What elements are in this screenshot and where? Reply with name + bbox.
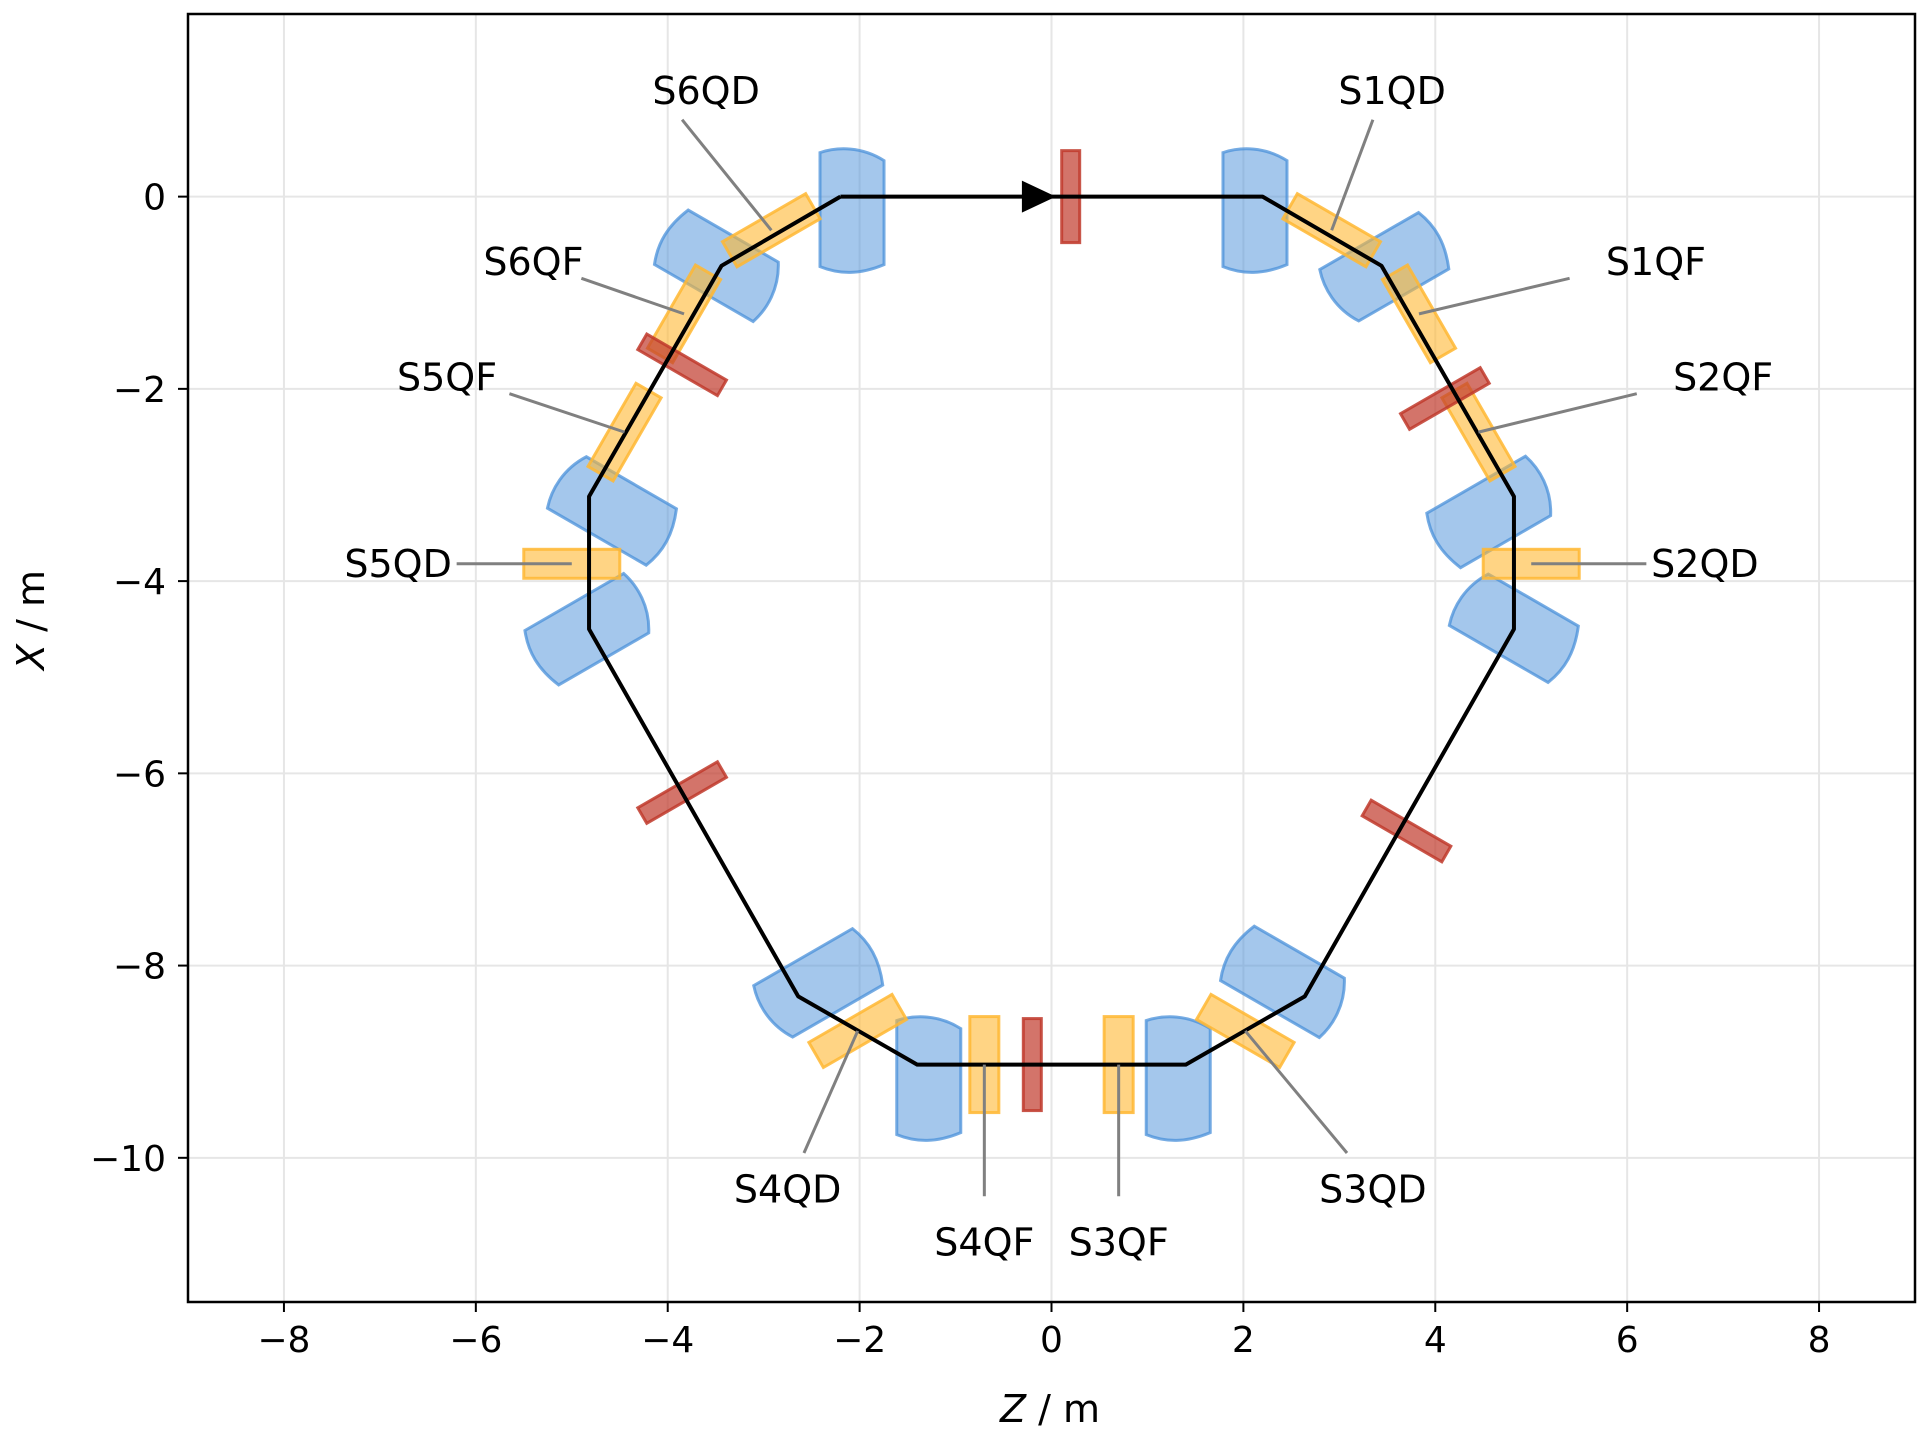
label-leader-line (1478, 392, 1638, 434)
label-leader-line (1418, 276, 1570, 316)
label-leader-line (1244, 1029, 1349, 1154)
x-tick-label: 8 (1808, 1320, 1831, 1361)
dipole-magnet (1425, 454, 1553, 570)
magnet-label: S2QD (1651, 542, 1758, 586)
y-tick-label: −6 (113, 754, 166, 795)
dipole-magnet (545, 455, 679, 567)
dipole-magnet (1218, 924, 1346, 1040)
x-tick-label: −8 (257, 1320, 310, 1361)
dipole-layer (523, 147, 1580, 1142)
dipole-magnet (895, 1015, 963, 1142)
beam-direction-arrow-icon (1021, 180, 1056, 213)
dipole-magnet (818, 147, 886, 274)
x-axis-ticks: −8 −6 −4 −2 0 2 4 6 8 (257, 1302, 1831, 1361)
magnet-label: S4QF (934, 1220, 1034, 1264)
y-tick-label: −4 (113, 562, 166, 603)
magnet-label: S6QD (652, 69, 759, 113)
x-tick-label: 0 (1040, 1320, 1063, 1361)
x-tick-label: −2 (833, 1320, 886, 1361)
y-tick-label: −8 (113, 947, 166, 988)
magnet-label: S5QF (397, 355, 497, 399)
orbit-path (587, 194, 1516, 1067)
label-leader-line (802, 1030, 860, 1154)
x-axis-label: Z / m (999, 1387, 1100, 1431)
corrector-magnet (635, 331, 729, 398)
magnet-labels: S1QD S1QF S2QF S2QD S3QD S3QF S4QF S4QD S5QD S5QF… (344, 69, 1773, 1265)
x-tick-label: 2 (1232, 1320, 1255, 1361)
magnet-label: S2QF (1673, 355, 1773, 399)
label-leader-line (1330, 119, 1375, 231)
magnet-label: S1QD (1338, 69, 1445, 113)
dipole-magnet (1221, 147, 1289, 274)
magnet-label: S5QD (344, 542, 451, 586)
magnet-elements (522, 147, 1581, 1142)
label-leader-line (508, 392, 626, 434)
corrector-magnet (1360, 798, 1453, 864)
label-leader-line (680, 118, 773, 232)
magnet-label: S3QF (1069, 1220, 1169, 1264)
label-leader-line (580, 276, 685, 316)
y-tick-label: 0 (143, 178, 166, 219)
y-tick-label: −2 (113, 370, 166, 411)
dipole-magnet (1144, 1015, 1212, 1142)
corrector-magnet (1398, 365, 1492, 432)
magnet-label: S3QD (1319, 1168, 1426, 1212)
dipole-magnet (523, 571, 651, 687)
magnet-label: S6QF (483, 240, 583, 284)
magnet-label: S4QD (734, 1168, 841, 1212)
x-tick-label: 6 (1616, 1320, 1639, 1361)
y-axis-label: X / m (9, 570, 53, 672)
y-axis-ticks: 0 −2 −4 −6 −8 −10 (90, 178, 188, 1180)
y-tick-label: −10 (90, 1139, 166, 1180)
grid-lines (188, 14, 1915, 1302)
x-tick-label: 4 (1424, 1320, 1447, 1361)
x-tick-label: −6 (449, 1320, 502, 1361)
dipole-magnet (752, 926, 885, 1039)
dipole-magnet (652, 208, 780, 324)
magnet-label: S1QF (1606, 240, 1706, 284)
label-leaders (456, 118, 1647, 1197)
x-tick-label: −4 (641, 1320, 694, 1361)
